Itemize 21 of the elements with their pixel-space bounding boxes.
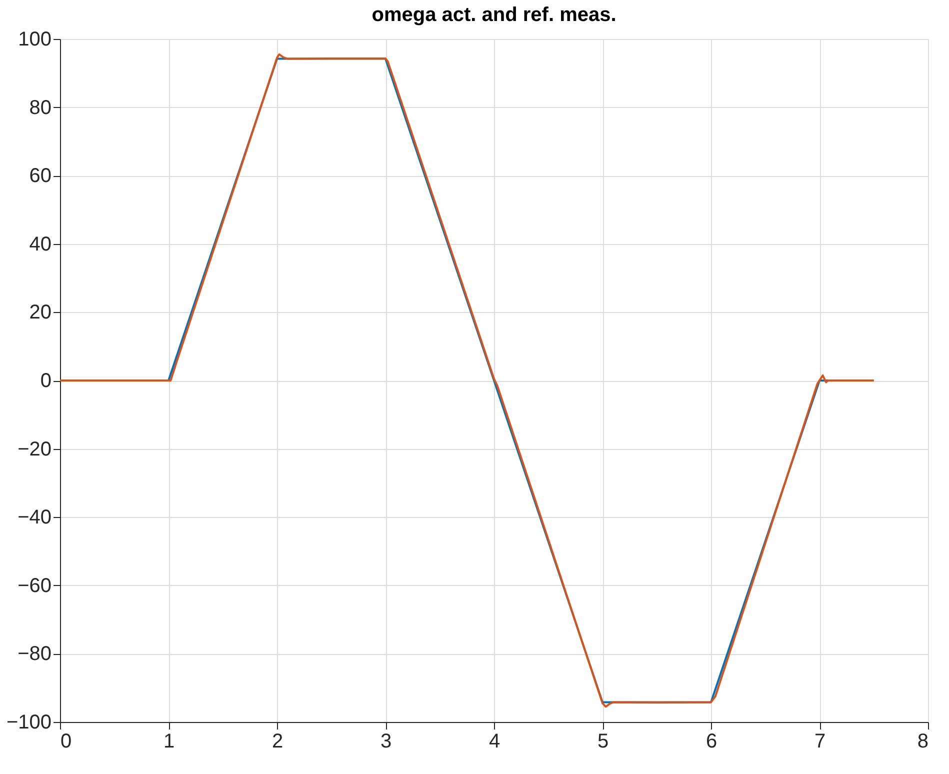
y-tick-label: −80 — [18, 643, 52, 666]
y-tick-label: 40 — [29, 233, 52, 256]
y-tick-label: 0 — [40, 370, 52, 392]
x-tick-label: 1 — [163, 730, 175, 752]
y-tick-label: −40 — [18, 506, 52, 529]
y-tick-label: 100 — [18, 28, 52, 50]
x-tick-label: 2 — [272, 730, 284, 752]
x-tick-label: 6 — [706, 730, 718, 752]
y-tick-label: −20 — [18, 438, 52, 460]
y-tick-label: 60 — [29, 165, 52, 188]
x-tick-label: 3 — [380, 730, 392, 752]
x-tick-label: 0 — [60, 730, 72, 752]
x-tick-label: 8 — [917, 730, 928, 752]
y-tick-label: −60 — [18, 574, 52, 597]
x-tick-label: 5 — [597, 730, 609, 752]
x-tick-label: 7 — [814, 730, 826, 752]
y-tick-label: −100 — [6, 712, 52, 734]
chart-title: omega act. and ref. meas. — [372, 4, 616, 26]
y-tick-label: 20 — [29, 302, 52, 324]
x-tick-label: 4 — [488, 730, 500, 752]
y-tick-label: 80 — [29, 96, 52, 119]
